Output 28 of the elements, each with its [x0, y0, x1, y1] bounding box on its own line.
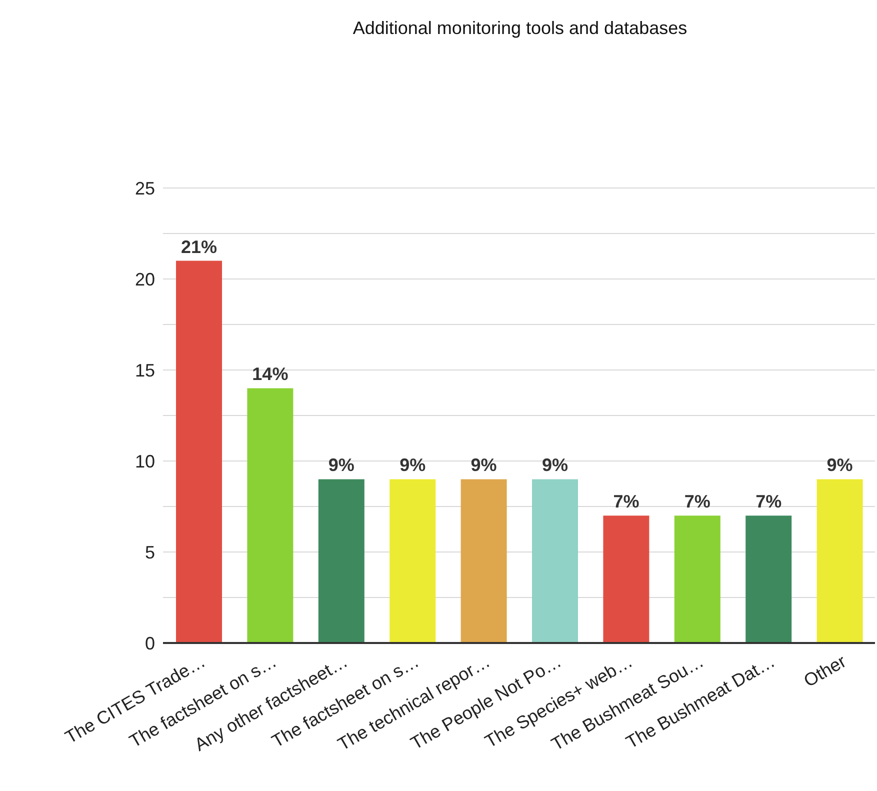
bar — [674, 516, 720, 643]
y-tick-label: 15 — [134, 360, 155, 380]
data-label: 7% — [756, 492, 782, 512]
x-tick-label: Other — [800, 651, 850, 691]
data-label: 9% — [826, 455, 853, 476]
data-label: 7% — [684, 492, 710, 512]
y-tick-label: 0 — [144, 633, 155, 654]
data-label: 9% — [328, 455, 354, 476]
data-label: 14% — [252, 364, 288, 384]
bar — [603, 516, 650, 643]
y-tick-label: 25 — [134, 178, 155, 198]
bar — [460, 479, 507, 643]
bar — [746, 516, 792, 643]
bar — [816, 479, 863, 643]
bar — [532, 479, 578, 643]
bar — [390, 479, 436, 643]
bar — [176, 260, 222, 643]
data-label: 9% — [542, 455, 568, 476]
data-label: 9% — [400, 455, 426, 476]
data-label: 7% — [613, 492, 640, 512]
chart-title: Additional monitoring tools and databases — [352, 18, 688, 39]
bar — [247, 388, 294, 643]
data-label: 21% — [180, 236, 218, 257]
data-label: 9% — [470, 455, 497, 476]
y-tick-label: 10 — [134, 451, 155, 472]
y-tick-label: 5 — [144, 542, 155, 562]
y-tick-label: 20 — [134, 269, 155, 290]
bar — [318, 479, 364, 643]
